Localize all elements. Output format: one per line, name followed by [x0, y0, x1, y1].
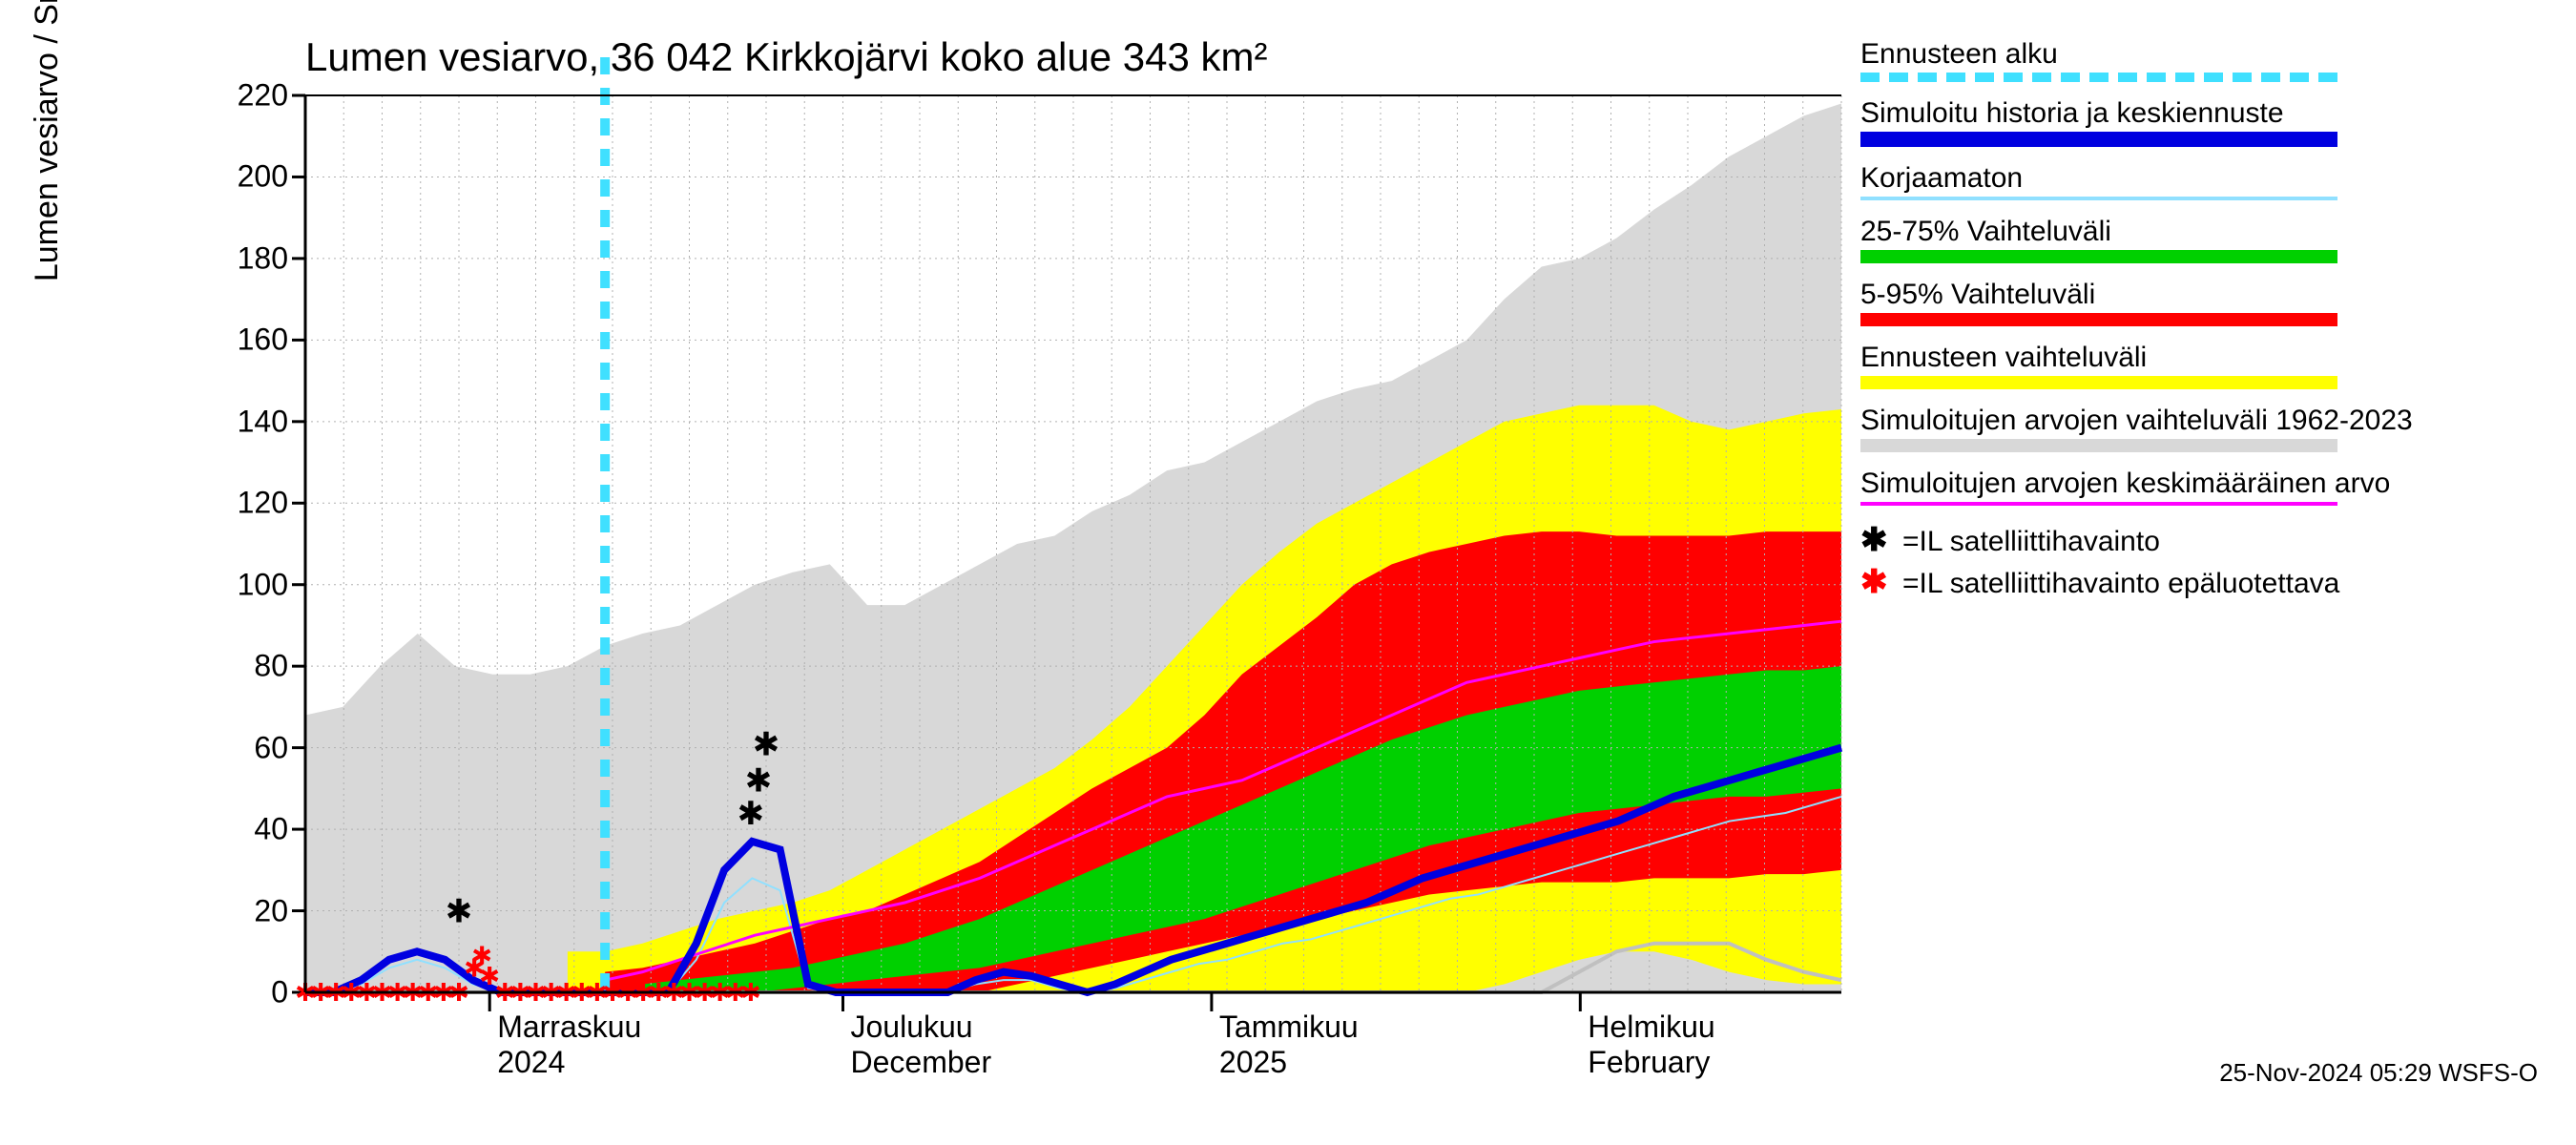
legend-label: Korjaamaton — [1860, 162, 2538, 195]
legend-label: Simuloitujen arvojen vaihteluväli 1962-2… — [1860, 405, 2538, 437]
y-tick-label: 0 — [212, 975, 288, 1010]
x-tick-label: Tammikuu2025 — [1219, 1010, 1359, 1080]
legend-swatch — [1860, 250, 2337, 263]
x-tick-label: JoulukuuDecember — [851, 1010, 992, 1080]
legend-marker-icon: ✱ — [1860, 521, 1902, 559]
legend-item: 5-95% Vaihteluväli — [1860, 279, 2538, 326]
legend-item: Ennusteen vaihteluväli — [1860, 342, 2538, 389]
x-tick-label: Marraskuu2024 — [497, 1010, 641, 1080]
legend-label: Ennusteen vaihteluväli — [1860, 342, 2538, 374]
chart-container: ✱✱✱✱✱✱✱✱✱✱✱✱✱✱✱✱✱✱✱✱✱✱✱✱✱✱✱✱✱✱✱✱✱✱✱ Lume… — [0, 0, 2576, 1145]
legend-item: ✱=IL satelliittihavainto — [1860, 521, 2538, 559]
satellite-marker: ✱ — [446, 893, 473, 929]
y-tick-label: 20 — [212, 893, 288, 928]
y-tick-label: 140 — [212, 404, 288, 439]
legend-swatch — [1860, 502, 2337, 506]
legend-swatch — [1860, 197, 2337, 200]
y-tick-label: 120 — [212, 486, 288, 521]
legend-label: Simuloitu historia ja keskiennuste — [1860, 97, 2538, 130]
legend-label: 25-75% Vaihteluväli — [1860, 216, 2538, 248]
legend-item: Korjaamaton — [1860, 162, 2538, 200]
timestamp-label: 25-Nov-2024 05:29 WSFS-O — [2219, 1058, 2538, 1088]
y-tick-label: 160 — [212, 323, 288, 358]
legend-swatch — [1860, 439, 2337, 452]
legend-swatch — [1860, 313, 2337, 326]
legend-item: Simuloitu historia ja keskiennuste — [1860, 97, 2538, 147]
legend-label: =IL satelliittihavainto epäluotettava — [1902, 568, 2339, 599]
legend-label: Ennusteen alku — [1860, 38, 2538, 71]
y-axis-label: Lumen vesiarvo / Snow water equiv. mm — [29, 0, 66, 281]
legend-swatch — [1860, 132, 2337, 147]
satellite-marker: ✱ — [753, 726, 780, 762]
legend-item: 25-75% Vaihteluväli — [1860, 216, 2538, 263]
legend-label: Simuloitujen arvojen keskimääräinen arvo — [1860, 468, 2538, 500]
x-tick-label: HelmikuuFebruary — [1588, 1010, 1714, 1080]
legend: Ennusteen alku Simuloitu historia ja kesk… — [1860, 38, 2538, 605]
y-tick-label: 200 — [212, 159, 288, 195]
y-tick-label: 80 — [212, 649, 288, 684]
legend-item: Ennusteen alku — [1860, 38, 2538, 82]
chart-title: Lumen vesiarvo, 36 042 Kirkkojärvi koko … — [305, 34, 1268, 80]
satellite-marker: ✱ — [737, 796, 765, 832]
legend-marker-icon: ✱ — [1860, 563, 1902, 601]
legend-label: =IL satelliittihavainto — [1902, 526, 2160, 557]
satellite-marker: ✱ — [745, 763, 773, 800]
legend-swatch — [1860, 376, 2337, 389]
legend-item: Simuloitujen arvojen vaihteluväli 1962-2… — [1860, 405, 2538, 452]
y-tick-label: 100 — [212, 567, 288, 602]
legend-item: Simuloitujen arvojen keskimääräinen arvo — [1860, 468, 2538, 506]
y-tick-label: 60 — [212, 730, 288, 765]
legend-swatch — [1860, 73, 2337, 82]
y-tick-label: 40 — [212, 812, 288, 847]
y-tick-label: 220 — [212, 78, 288, 114]
legend-item: ✱=IL satelliittihavainto epäluotettava — [1860, 563, 2538, 601]
y-tick-label: 180 — [212, 240, 288, 276]
legend-label: 5-95% Vaihteluväli — [1860, 279, 2538, 311]
